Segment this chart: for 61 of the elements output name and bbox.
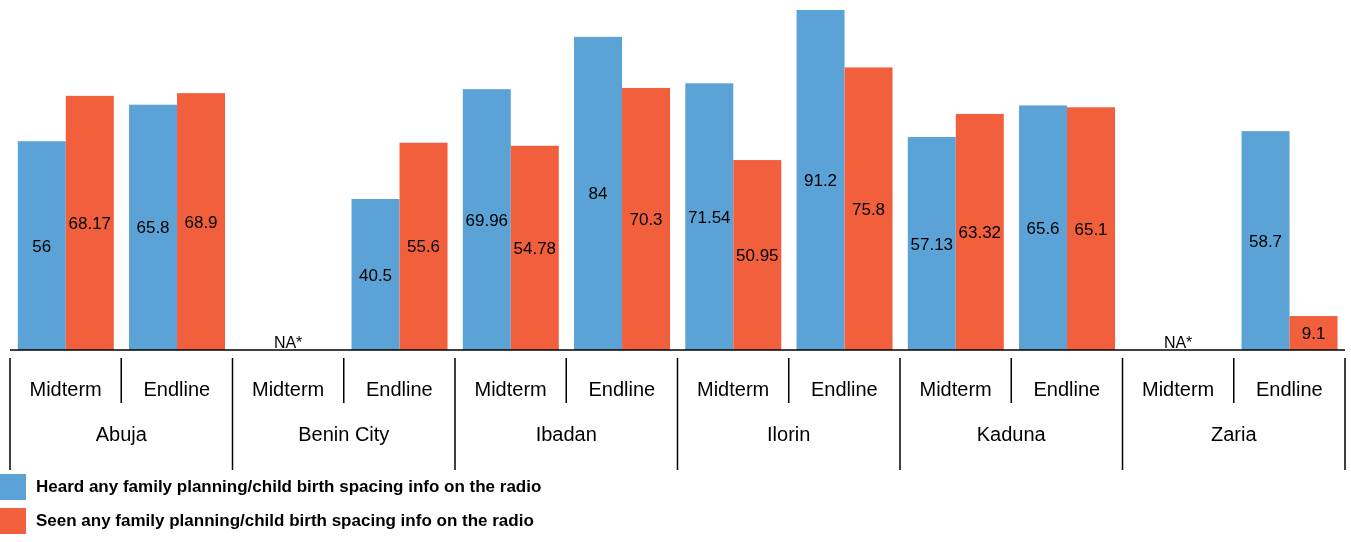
x-tick-label: Endline: [588, 378, 656, 400]
text: NA*: [273, 334, 303, 351]
legend-label: Heard any family planning/child birth spacing info on the radio: [36, 477, 542, 497]
data-label: 50.95: [736, 246, 779, 266]
bar: [351, 199, 400, 350]
data-label: 68.9: [184, 212, 218, 232]
data-label: 58.7: [1248, 231, 1283, 251]
text: Benin City: [298, 423, 390, 445]
text: Kaduna: [976, 423, 1047, 445]
bar: [844, 67, 893, 350]
text: Abuja: [95, 423, 148, 445]
text: Ibadan: [535, 423, 597, 445]
text: Ilorin: [767, 423, 811, 445]
bar: [510, 145, 559, 350]
bar: [907, 137, 956, 350]
bar: [17, 141, 66, 350]
bar: [685, 83, 734, 350]
bar: [733, 160, 782, 350]
data-label: 40.5: [358, 265, 393, 285]
x-tick-label: Endline: [1256, 378, 1323, 400]
x-tick-label: Midterm: [1142, 378, 1215, 400]
data-label: 84: [588, 184, 608, 204]
data-label: 65.6: [1026, 218, 1060, 238]
x-tick-label: Midterm: [252, 378, 325, 400]
legend-label: Seen any family planning/child birth spacing info on the radio: [36, 511, 534, 531]
data-label: 63.32: [958, 222, 1002, 242]
bar: [462, 89, 511, 350]
text: Zaria: [1210, 423, 1258, 445]
bar: [399, 142, 448, 350]
data-label: 68.17: [68, 213, 112, 233]
data-label: 57.13: [910, 234, 954, 254]
x-tick-label: Endline: [143, 378, 211, 400]
bar: [955, 113, 1004, 350]
bar: [177, 93, 226, 350]
data-label: 55.6: [406, 237, 441, 257]
data-label: 69.96: [465, 210, 509, 230]
x-tick-label: Endline: [366, 378, 433, 400]
data-label: 91.2: [803, 171, 838, 190]
data-label: 75.8: [851, 199, 886, 219]
bar: [1019, 105, 1068, 350]
x-tick-label: Midterm: [29, 378, 102, 400]
data-label: 54.78: [513, 238, 557, 258]
data-label: 71.54: [688, 207, 731, 227]
data-label: 65.8: [136, 218, 170, 238]
bar: [129, 104, 178, 350]
data-label: 9.1: [1301, 324, 1326, 344]
x-tick-label: Midterm: [919, 378, 992, 400]
data-label: 70.3: [629, 209, 663, 229]
x-tick-label: Endline: [1033, 378, 1101, 400]
x-tick-label: Endline: [811, 378, 878, 400]
bar: [65, 95, 114, 350]
bar: [1067, 107, 1116, 350]
x-tick-label: Midterm: [697, 378, 770, 400]
data-label: 65.1: [1074, 219, 1108, 239]
data-label: 56: [32, 236, 52, 256]
bar: [574, 36, 623, 350]
bar: [622, 87, 671, 350]
bar: [796, 10, 845, 350]
x-tick-label: Midterm: [474, 378, 547, 400]
bar: [1241, 131, 1290, 350]
text: NA*: [1163, 334, 1193, 351]
